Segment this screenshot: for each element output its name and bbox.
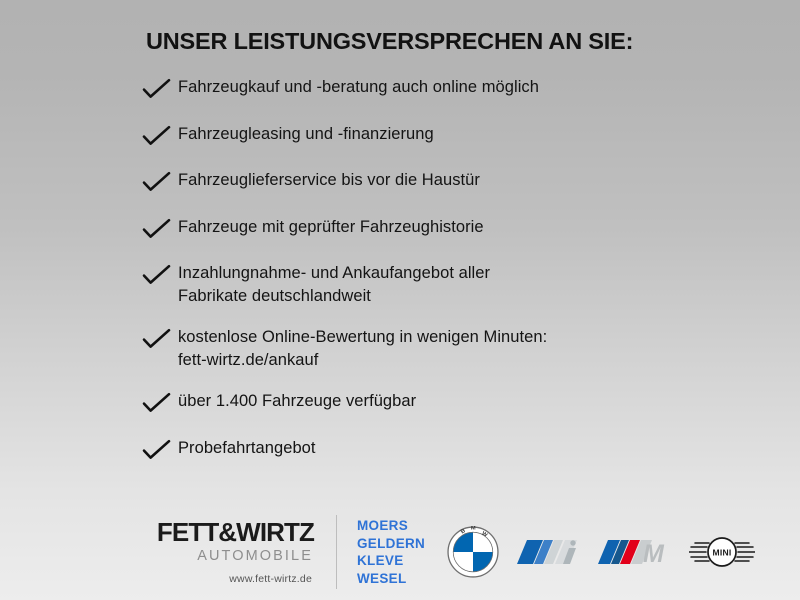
footer: FETT&WIRTZ AUTOMOBILE www.fett-wirtz.de … (0, 504, 800, 600)
city-item-kleve: KLEVE (357, 553, 404, 568)
svg-text:M: M (471, 526, 476, 532)
list-item: Inzahlungnahme- und Ankaufangebot aller … (142, 262, 702, 308)
city-item-wesel: WESEL (357, 570, 407, 586)
svg-text:MINI: MINI (713, 548, 732, 558)
footer-divider (336, 515, 337, 589)
check-icon (142, 391, 172, 415)
footer-content: FETT&WIRTZ AUTOMOBILE www.fett-wirtz.de … (132, 515, 756, 589)
list-item: Fahrzeuge mit geprüfter Fahrzeughistorie (142, 216, 702, 240)
dealer-website-url[interactable]: www.fett-wirtz.de (229, 572, 312, 585)
check-icon (142, 77, 172, 101)
svg-text:M: M (643, 540, 665, 567)
bmw-roundel-logo: B M W (447, 526, 499, 578)
dealer-name: FETT&WIRTZ (156, 517, 315, 548)
dealer-subtitle: AUTOMOBILE (197, 548, 313, 565)
list-item: Fahrzeugleasing und -finanzierung (142, 123, 702, 147)
check-icon (142, 327, 172, 351)
svg-text:B: B (460, 528, 467, 535)
mini-logo: MINI (689, 534, 756, 570)
page-title: UNSER LEISTUNGSVERSPRECHEN AN SIE: (146, 28, 634, 54)
list-item: kostenlose Online-Bewertung in wenigen M… (142, 326, 702, 372)
list-item-label: über 1.400 Fahrzeuge verfügbar (178, 392, 417, 410)
check-icon (142, 217, 172, 241)
list-item-label: kostenlose Online-Bewertung in wenigen M… (178, 328, 548, 369)
list-item: Fahrzeuglieferservice bis vor die Haustü… (142, 169, 702, 193)
list-item-label: Fahrzeuglieferservice bis vor die Haustü… (178, 171, 480, 189)
list-item-label: Fahrzeugleasing und -finanzierung (178, 124, 434, 143)
city-list: MOERS GELDERN KLEVE WESEL (357, 517, 425, 587)
bmw-i-logo (517, 537, 583, 567)
benefit-list: Fahrzeugkauf und -beratung auch online m… (142, 76, 702, 483)
list-item-label: Fahrzeuge mit geprüfter Fahrzeughistorie (178, 217, 484, 236)
check-icon (142, 124, 172, 148)
city-item-moers: MOERS (357, 518, 409, 533)
svg-text:W: W (480, 531, 488, 539)
list-item-label: Inzahlungnahme- und Ankaufangebot aller … (178, 264, 491, 305)
list-item-label: Fahrzeugkauf und -beratung auch online m… (178, 78, 539, 96)
bmw-m-logo: M (597, 537, 667, 567)
brand-logos: B M W (447, 526, 756, 578)
list-item: Fahrzeugkauf und -beratung auch online m… (142, 76, 702, 100)
dealer-logo: FETT&WIRTZ AUTOMOBILE www.fett-wirtz.de (132, 517, 315, 585)
list-item: Probefahrtangebot (142, 437, 702, 461)
check-icon (142, 263, 172, 287)
check-icon (142, 170, 172, 194)
list-item: über 1.400 Fahrzeuge verfügbar (142, 390, 702, 414)
check-icon (142, 438, 172, 462)
city-item-geldern: GELDERN (357, 535, 426, 551)
list-item-label: Probefahrtangebot (178, 438, 316, 457)
